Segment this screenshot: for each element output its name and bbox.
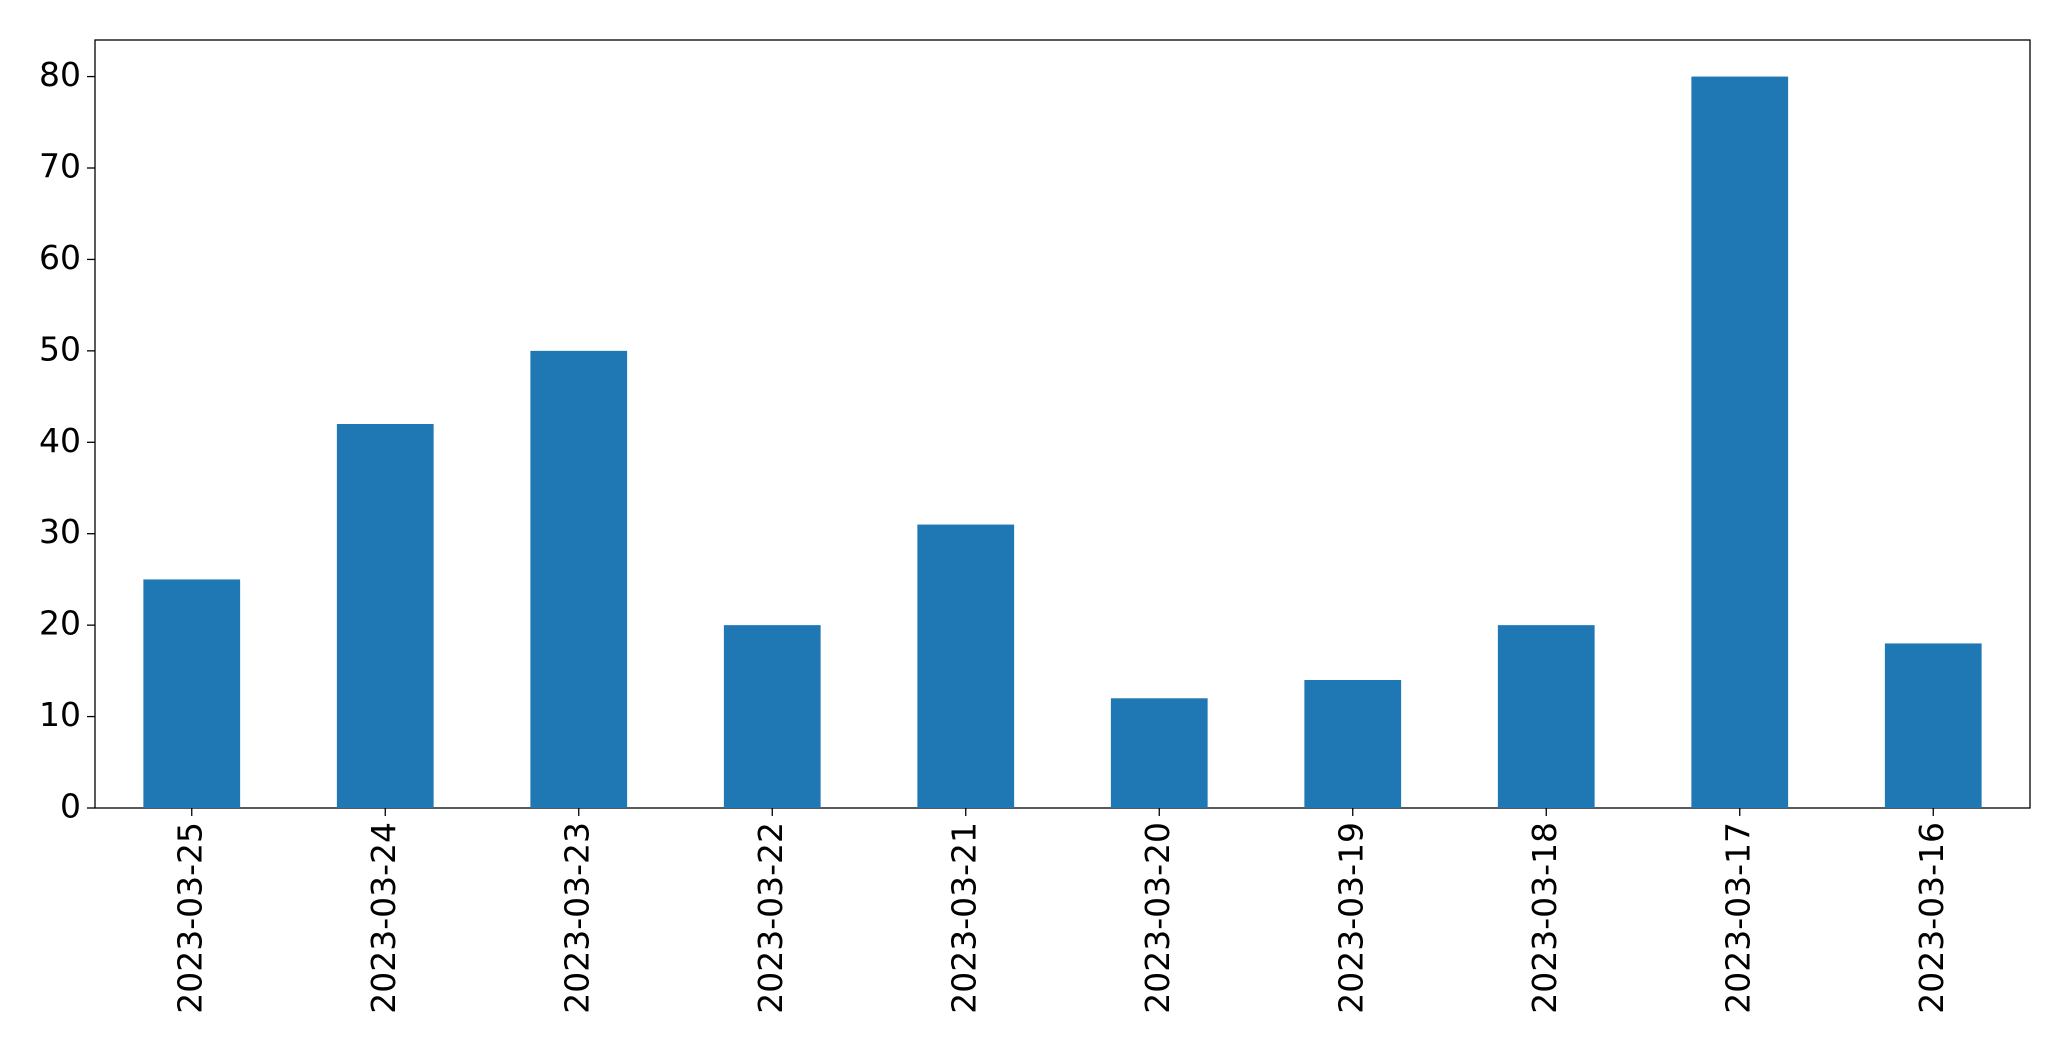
x-tick-label: 2023-03-16 xyxy=(1912,822,1951,1014)
bar xyxy=(530,350,628,808)
y-tick-label: 80 xyxy=(39,55,81,94)
x-tick-label: 2023-03-24 xyxy=(364,822,403,1014)
bar xyxy=(1497,625,1595,808)
y-tick-label: 20 xyxy=(39,604,81,643)
bar xyxy=(1884,643,1982,808)
bar xyxy=(1110,698,1208,808)
y-tick-label: 70 xyxy=(39,147,81,186)
x-tick-label: 2023-03-19 xyxy=(1331,822,1370,1014)
x-tick-label: 2023-03-22 xyxy=(751,822,790,1014)
y-tick-label: 60 xyxy=(39,238,81,277)
y-tick-label: 0 xyxy=(60,787,81,826)
x-tick-label: 2023-03-18 xyxy=(1525,822,1564,1014)
bar xyxy=(723,625,821,808)
x-tick-label: 2023-03-17 xyxy=(1718,822,1757,1014)
x-tick-label: 2023-03-25 xyxy=(170,822,209,1014)
y-tick-label: 10 xyxy=(39,695,81,734)
y-tick-label: 30 xyxy=(39,512,81,551)
bar xyxy=(143,579,241,808)
plot-frame xyxy=(94,39,2031,809)
bar xyxy=(1304,680,1402,808)
x-tick-label: 2023-03-23 xyxy=(557,822,596,1014)
bar xyxy=(1691,76,1789,809)
y-tick-label: 50 xyxy=(39,329,81,368)
bar xyxy=(336,424,434,808)
y-tick-label: 40 xyxy=(39,421,81,460)
x-tick-label: 2023-03-21 xyxy=(944,822,983,1014)
x-tick-label: 2023-03-20 xyxy=(1138,822,1177,1014)
bar xyxy=(917,524,1015,808)
